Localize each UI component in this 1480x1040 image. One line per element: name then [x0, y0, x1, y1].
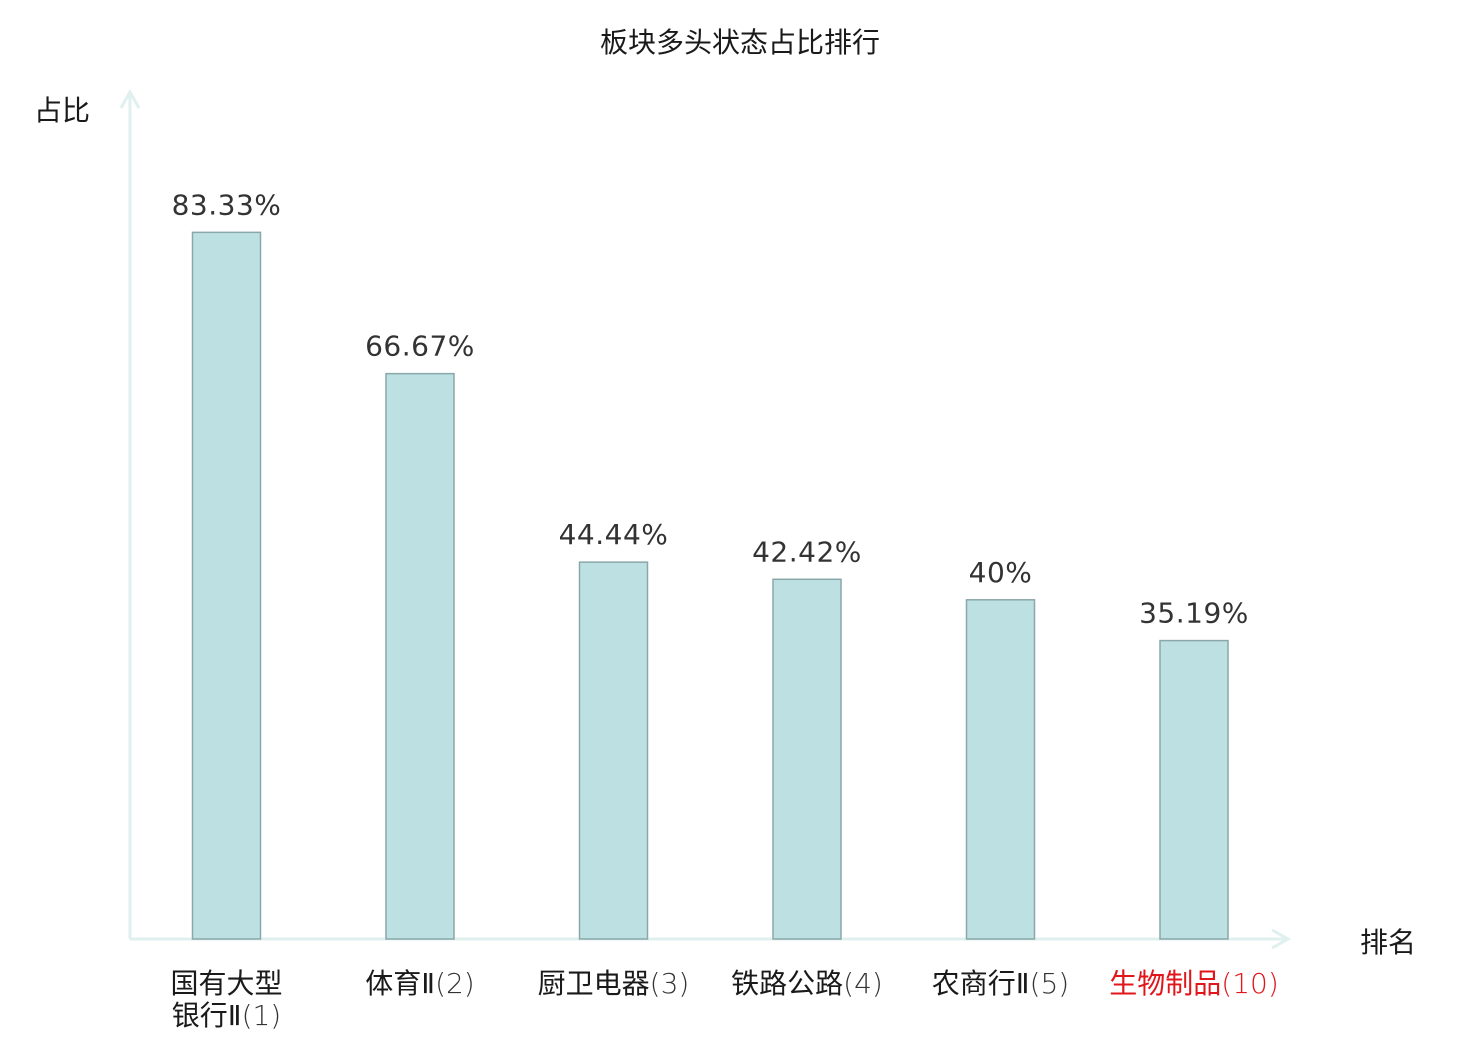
bar-2 [385, 372, 455, 940]
bar-4 [772, 578, 842, 940]
bar-3 [578, 561, 649, 940]
y-axis-title: 占比 [34, 94, 90, 127]
value-label-3: 44.44% [559, 518, 669, 551]
x-tick-label-2: 体育Ⅱ(2) [365, 967, 474, 1000]
x-axis-arrow [1271, 928, 1292, 950]
value-label-1: 83.33% [172, 188, 282, 221]
chart-title: 板块多头状态占比排行 [600, 26, 880, 59]
bar-1 [191, 231, 262, 940]
x-tick-label-1-line-1: 国有大型 [170, 967, 282, 1000]
value-label-2: 66.67% [365, 330, 475, 363]
bar-5 [965, 599, 1036, 940]
value-label-4: 42.42% [752, 535, 862, 568]
value-label-5: 40% [969, 556, 1033, 589]
value-labels-group: 83.33% 66.67% 44.44% 42.42% 40% 35.19% [172, 188, 1249, 629]
x-tick-label-3: 厨卫电器(3) [538, 967, 690, 1000]
x-tick-label-6: 生物制品(10) [1109, 967, 1279, 1000]
y-axis-arrow [119, 88, 141, 109]
axes [119, 88, 1292, 950]
x-axis-title: 排名 [1360, 926, 1416, 959]
bar-6 [1159, 639, 1229, 940]
x-tick-label-4: 铁路公路(4) [731, 967, 883, 1000]
value-label-6: 35.19% [1139, 597, 1249, 630]
x-tick-label-5: 农商行Ⅱ(5) [932, 967, 1069, 1000]
x-tick-label-1-line-2: 银行Ⅱ(1) [172, 999, 281, 1032]
bars-group [191, 231, 1229, 940]
